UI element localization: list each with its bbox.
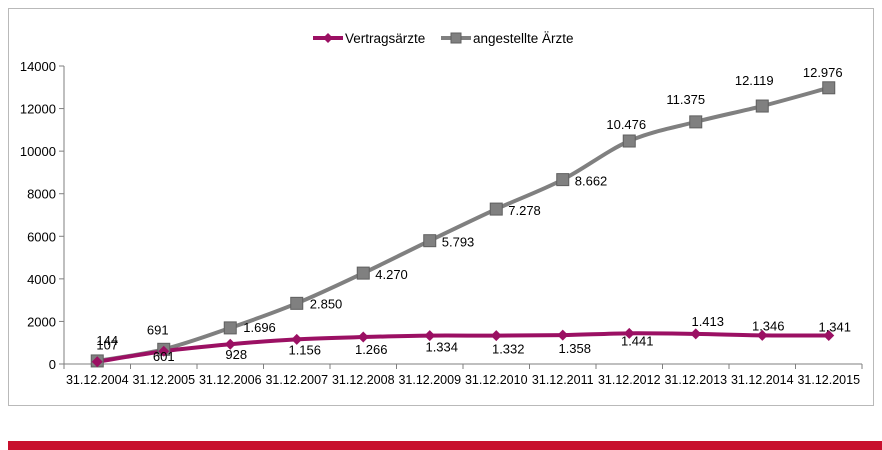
data-label: 10.476 xyxy=(606,117,646,132)
data-label: 1.341 xyxy=(818,319,851,334)
marker-diamond xyxy=(823,329,835,341)
data-label: 928 xyxy=(225,347,247,362)
marker-diamond xyxy=(557,329,569,341)
legend-marker-diamond xyxy=(323,33,333,43)
marker-diamond xyxy=(424,330,436,342)
marker-diamond xyxy=(91,356,103,368)
data-label: 1.358 xyxy=(558,341,591,356)
data-label: 11.375 xyxy=(666,92,705,107)
x-tick-label: 31.12.2011 xyxy=(532,373,594,387)
data-label: 7.278 xyxy=(508,203,541,218)
marker-diamond xyxy=(623,327,635,339)
x-tick-label: 31.12.2014 xyxy=(731,373,794,387)
x-tick-label: 31.12.2010 xyxy=(465,373,528,387)
x-tick-label: 31.12.2012 xyxy=(598,373,661,387)
data-labels: 144 691 1.696 2.850 4.270 5.793 7.278 8.662 10.4… xyxy=(96,65,851,364)
x-tick-label: 31.12.2008 xyxy=(332,373,395,387)
data-label: 107 xyxy=(96,338,118,353)
data-label: 601 xyxy=(153,349,175,364)
marker-square xyxy=(290,296,304,310)
data-label: 8.662 xyxy=(575,174,608,189)
data-label: 12.119 xyxy=(735,73,774,88)
marker-diamond xyxy=(756,329,768,341)
y-tick-label: 6000 xyxy=(27,229,56,244)
y-tick-label: 8000 xyxy=(27,187,56,202)
x-tick-label: 31.12.2005 xyxy=(132,373,195,387)
marker-diamond xyxy=(291,333,303,345)
data-label: 1.346 xyxy=(752,318,785,333)
legend: Vertragsärzte angestellte Ärzte xyxy=(313,31,574,46)
data-label: 1.696 xyxy=(243,320,276,335)
marker-diamond xyxy=(224,338,236,350)
marker-square xyxy=(755,99,769,113)
data-label: 5.793 xyxy=(442,235,475,250)
data-label: 2.850 xyxy=(310,296,343,311)
data-label: 1.441 xyxy=(621,333,654,348)
bottom-accent-bar xyxy=(8,441,882,450)
x-tick-label: 31.12.2004 xyxy=(66,373,129,387)
marker-square xyxy=(822,81,836,95)
marker-square xyxy=(223,321,237,335)
y-tick-label: 10000 xyxy=(20,144,56,159)
legend-marker-square xyxy=(450,32,462,44)
marker-diamond xyxy=(490,330,502,342)
x-tick-label: 31.12.2006 xyxy=(199,373,262,387)
line-chart: 0 2000 4000 6000 8000 10000 12000 14000 31.12.20… xyxy=(20,31,863,387)
data-label: 12.976 xyxy=(803,65,843,80)
y-tick-label: 2000 xyxy=(27,314,56,329)
chart-frame: 0 2000 4000 6000 8000 10000 12000 14000 31.12.20… xyxy=(8,8,874,406)
data-label: 1.334 xyxy=(425,340,458,355)
data-label: 1.332 xyxy=(492,342,525,357)
data-label: 1.266 xyxy=(355,342,388,357)
y-tick-label: 4000 xyxy=(27,272,56,287)
data-label: 1.156 xyxy=(288,342,321,357)
data-label: 4.270 xyxy=(375,267,408,282)
marker-square xyxy=(622,134,636,148)
x-tick-label: 31.12.2015 xyxy=(797,373,860,387)
marker-square xyxy=(556,173,570,187)
data-label: 1.413 xyxy=(691,314,724,329)
marker-diamond xyxy=(158,345,170,357)
marker-square xyxy=(423,234,437,248)
marker-square xyxy=(689,115,703,129)
x-tick-label: 31.12.2007 xyxy=(265,373,328,387)
x-tick-label: 31.12.2013 xyxy=(664,373,727,387)
axes: 0 2000 4000 6000 8000 10000 12000 14000 31.12.20… xyxy=(20,59,863,387)
y-tick-label: 0 xyxy=(49,357,56,372)
marker-diamond xyxy=(690,328,702,340)
data-label: 144 xyxy=(96,333,118,348)
data-label: 691 xyxy=(147,322,169,337)
series-markers xyxy=(90,81,836,368)
y-tick-label: 14000 xyxy=(20,59,56,74)
marker-square xyxy=(356,266,370,280)
series-line-0 xyxy=(96,331,829,364)
legend-label-angestellte: angestellte Ärzte xyxy=(473,31,574,46)
x-tick-label: 31.12.2009 xyxy=(398,373,461,387)
y-tick-label: 12000 xyxy=(20,102,56,117)
marker-square xyxy=(489,202,503,216)
marker-diamond xyxy=(357,331,369,343)
legend-label-vertragsaerzte: Vertragsärzte xyxy=(345,31,425,46)
